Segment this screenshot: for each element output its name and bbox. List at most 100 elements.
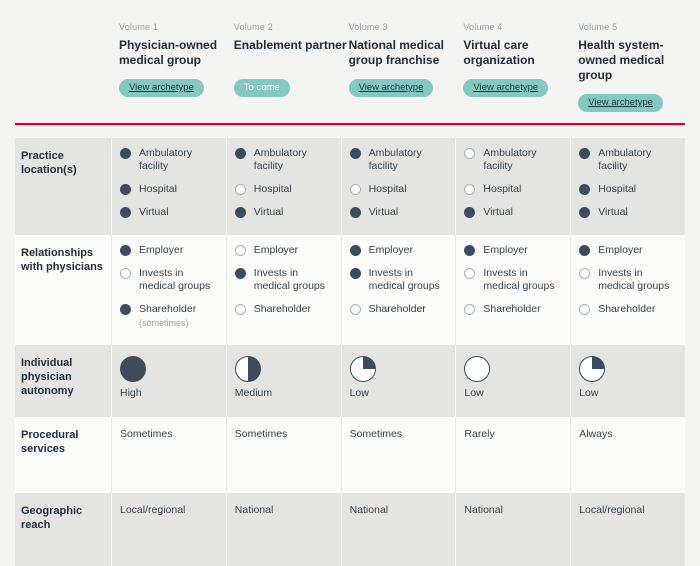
cell-value: Local/regional bbox=[120, 504, 186, 516]
table-cell: Always bbox=[570, 417, 685, 493]
autonomy-gauge-icon bbox=[234, 356, 261, 382]
checklist-item-label: Virtual bbox=[483, 206, 513, 218]
table-cell: Local/regional bbox=[111, 493, 226, 566]
checklist-item: Hospital bbox=[579, 183, 679, 196]
autonomy-level-label: High bbox=[120, 387, 142, 399]
view-archetype-badge[interactable]: View archetype bbox=[348, 79, 434, 97]
filled-circle-icon bbox=[120, 304, 131, 315]
autonomy-gauge-icon bbox=[579, 356, 606, 382]
autonomy-level-label: Low bbox=[349, 387, 369, 399]
checklist-item-label: Virtual bbox=[253, 206, 284, 218]
empty-circle-icon bbox=[234, 184, 246, 195]
checklist-item: Ambulatory facility bbox=[579, 147, 679, 173]
empty-circle-icon bbox=[464, 184, 476, 195]
checklist-item-label: Employer bbox=[483, 244, 528, 256]
checklist-item: Invests in medical groups bbox=[464, 267, 564, 293]
checklist-item-label: Hospital bbox=[253, 183, 292, 195]
red-divider bbox=[15, 123, 685, 125]
checklist-item: Virtual bbox=[349, 206, 450, 219]
cell-value: Always bbox=[579, 428, 613, 440]
checklist-item: Ambulatory facility bbox=[120, 147, 220, 173]
empty-circle-icon bbox=[464, 304, 476, 315]
checklist-item: Shareholder (sometimes) bbox=[120, 303, 220, 329]
table-cell: National bbox=[225, 493, 341, 566]
column-headers: Volume 1 Physician-owned medical group V… bbox=[15, 22, 685, 112]
cell-value: Sometimes bbox=[120, 428, 173, 440]
column-title: Virtual care organization bbox=[463, 38, 535, 67]
checklist-item-label: Ambulatory facility bbox=[598, 147, 652, 172]
table-row: Geographic reach Local/regional National Na… bbox=[15, 493, 685, 566]
table-cell: Ambulatory facility Hospital Virtual bbox=[225, 138, 341, 235]
table-cell: Employer Invests in medical groups Shareho… bbox=[455, 235, 570, 345]
volume-label: Volume 2 bbox=[233, 22, 273, 32]
checklist-item: Hospital bbox=[349, 183, 450, 196]
checklist-item-label: Hospital bbox=[483, 183, 522, 195]
autonomy-gauge-icon bbox=[349, 356, 376, 382]
row-label: Procedural services bbox=[21, 429, 79, 455]
checklist-item: Virtual bbox=[464, 206, 564, 219]
checklist-item-label: Virtual bbox=[598, 206, 628, 218]
checklist-item: Virtual bbox=[579, 206, 679, 219]
table-cell: Employer Invests in medical groups Shareho… bbox=[340, 235, 456, 345]
filled-circle-icon bbox=[349, 148, 361, 159]
volume-label: Volume 5 bbox=[578, 22, 618, 32]
checklist-item-label: Shareholder bbox=[483, 303, 541, 315]
checklist-item-label: Ambulatory facility bbox=[253, 147, 307, 172]
checklist-item: Invests in medical groups bbox=[579, 267, 679, 293]
cell-value: Sometimes bbox=[349, 428, 403, 440]
checklist-item-label: Employer bbox=[139, 244, 184, 256]
table-cell: Employer Invests in medical groups Shareho… bbox=[225, 235, 341, 345]
checklist-item-label: Employer bbox=[368, 244, 413, 256]
checklist-item: Employer bbox=[234, 244, 335, 257]
row-label: Geographic reach bbox=[21, 505, 83, 531]
view-archetype-badge[interactable]: View archetype bbox=[463, 79, 549, 97]
filled-circle-icon bbox=[120, 245, 131, 256]
table-row: Relationships with physicians Employer Inv… bbox=[15, 235, 685, 345]
checklist-item: Employer bbox=[120, 244, 220, 257]
checklist-item: Ambulatory facility bbox=[234, 147, 335, 173]
column-title: Enablement partner bbox=[233, 38, 347, 52]
empty-circle-icon bbox=[464, 148, 476, 159]
table-cell: Employer Invests in medical groups Shareho… bbox=[111, 235, 226, 345]
header-spacer bbox=[15, 22, 111, 112]
empty-circle-icon bbox=[579, 268, 591, 279]
checklist-item-label: Invests in medical groups bbox=[598, 267, 670, 292]
checklist-item-label: Virtual bbox=[368, 206, 399, 218]
filled-circle-icon bbox=[120, 184, 131, 195]
checklist-item-label: Shareholder bbox=[253, 303, 312, 315]
header-volume-4: Volume 4 Virtual care organization View … bbox=[455, 22, 570, 112]
empty-circle-icon bbox=[349, 304, 361, 315]
filled-circle-icon bbox=[234, 268, 246, 279]
view-archetype-badge[interactable]: View archetype bbox=[119, 79, 204, 97]
row-label: Relationships with physicians bbox=[21, 247, 103, 273]
view-archetype-badge[interactable]: View archetype bbox=[578, 94, 663, 112]
row-label: Practice location(s) bbox=[21, 150, 77, 176]
checklist-item: Shareholder bbox=[349, 303, 450, 316]
filled-circle-icon bbox=[579, 207, 591, 218]
empty-circle-icon bbox=[120, 268, 131, 279]
cell-value: National bbox=[234, 504, 274, 516]
table-cell: Low bbox=[455, 345, 570, 417]
filled-circle-icon bbox=[349, 207, 361, 218]
table-cell: Ambulatory facility Hospital Virtual bbox=[111, 138, 226, 235]
checklist-item-label: Invests in medical groups bbox=[253, 267, 325, 292]
checklist-item: Invests in medical groups bbox=[349, 267, 450, 293]
column-title: Physician-owned medical group bbox=[119, 38, 218, 67]
checklist-item: Employer bbox=[349, 244, 450, 257]
table-cell: Low bbox=[340, 345, 456, 417]
autonomy-gauge-icon bbox=[120, 356, 146, 382]
checklist-item: Hospital bbox=[120, 183, 220, 196]
empty-circle-icon bbox=[234, 245, 246, 256]
table-cell: Rarely bbox=[455, 417, 570, 493]
table-cell: High bbox=[111, 345, 226, 417]
table-cell: Medium bbox=[225, 345, 341, 417]
checklist-item-label: Ambulatory facility bbox=[483, 147, 537, 172]
table-cell: National bbox=[455, 493, 570, 566]
cell-value: Local/regional bbox=[579, 504, 645, 516]
table-row: Practice location(s) Ambulatory facility H… bbox=[15, 138, 685, 235]
empty-circle-icon bbox=[579, 304, 591, 315]
table-cell: Ambulatory facility Hospital Virtual bbox=[570, 138, 685, 235]
table-cell: Sometimes bbox=[340, 417, 456, 493]
filled-circle-icon bbox=[579, 148, 591, 159]
checklist-item-label: Ambulatory facility bbox=[139, 147, 193, 172]
